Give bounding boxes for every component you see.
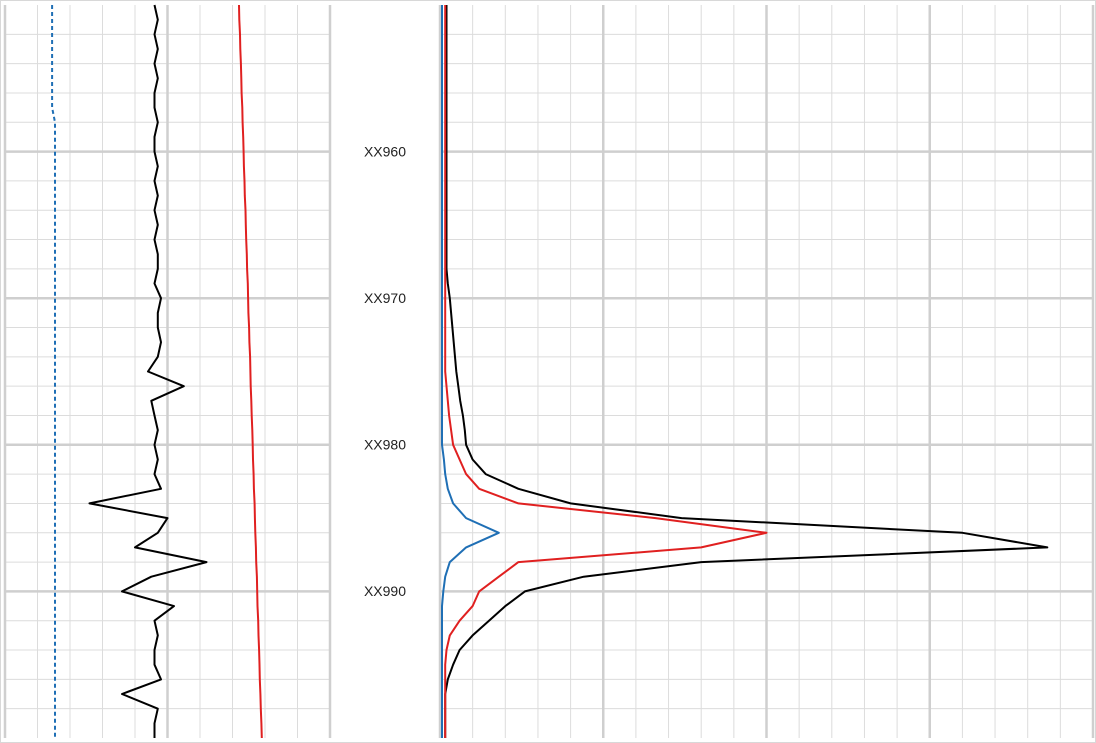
log-curve bbox=[88, 4, 208, 738]
log-curve bbox=[444, 5, 1049, 738]
depth-label: XX970 bbox=[364, 290, 406, 306]
log-curve bbox=[238, 4, 263, 739]
depth-label: XX960 bbox=[364, 143, 406, 159]
log-curve bbox=[444, 5, 768, 738]
log-curve bbox=[441, 5, 500, 738]
depth-label: XX980 bbox=[364, 437, 406, 453]
log-curve bbox=[51, 5, 56, 738]
depth-label: XX990 bbox=[364, 583, 406, 599]
